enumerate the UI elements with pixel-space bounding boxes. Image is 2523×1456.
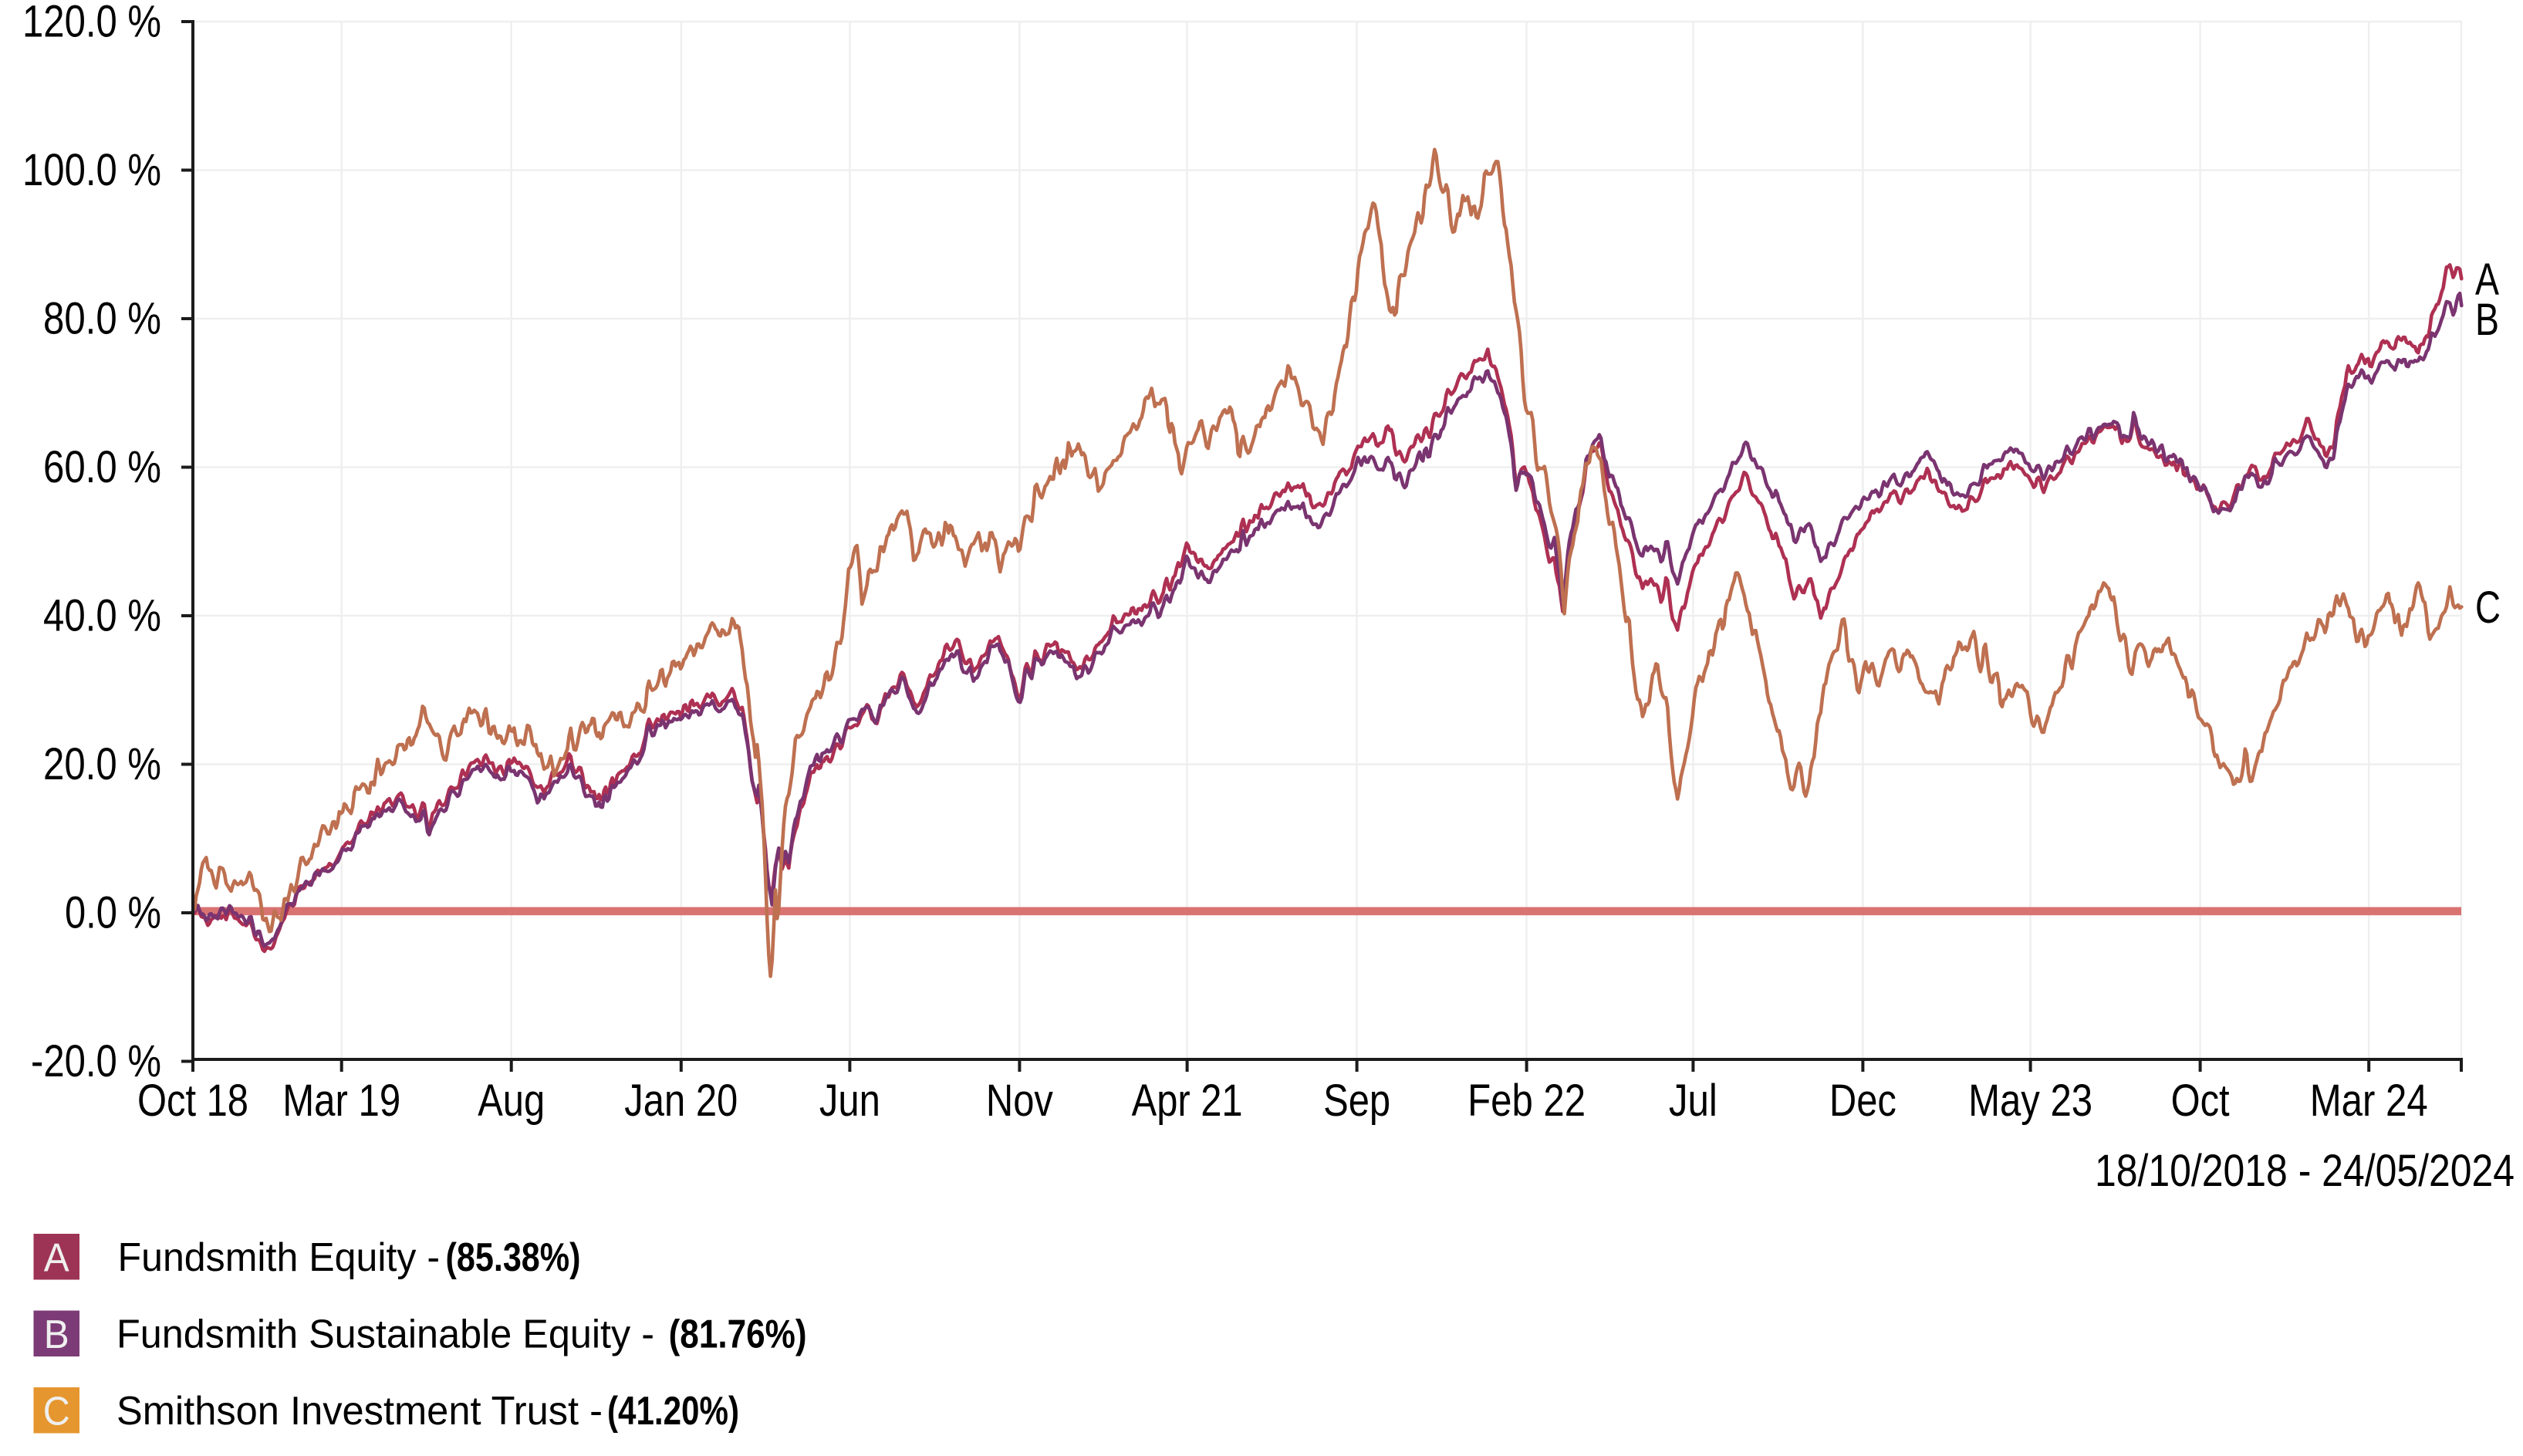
svg-text:60.0 %: 60.0 % [43,442,161,492]
svg-text:Jan 20: Jan 20 [624,1076,738,1126]
svg-text:Mar 19: Mar 19 [282,1076,400,1126]
svg-text:Feb 22: Feb 22 [1468,1076,1586,1126]
svg-text:(81.76%): (81.76%) [669,1312,807,1357]
svg-text:100.0 %: 100.0 % [22,145,161,195]
svg-text:(85.38%): (85.38%) [446,1235,581,1280]
svg-text:Apr 21: Apr 21 [1132,1076,1243,1126]
svg-text:Jun: Jun [819,1076,880,1126]
svg-text:Oct 18: Oct 18 [137,1076,248,1126]
svg-text:0.0 %: 0.0 % [65,888,161,938]
svg-text:-20.0 %: -20.0 % [31,1036,161,1086]
svg-text:40.0 %: 40.0 % [43,591,161,641]
svg-text:Aug: Aug [478,1076,545,1126]
svg-text:Dec: Dec [1829,1076,1896,1126]
svg-text:Smithson Investment Trust -: Smithson Investment Trust - [117,1389,603,1434]
svg-text:A: A [44,1236,69,1281]
svg-text:C: C [2475,583,2501,633]
svg-text:20.0 %: 20.0 % [43,739,161,789]
svg-text:May 23: May 23 [1968,1076,2092,1126]
svg-text:Jul: Jul [1669,1076,1717,1126]
svg-text:B: B [44,1312,69,1357]
svg-text:Sep: Sep [1323,1076,1390,1126]
svg-text:A: A [2475,255,2499,305]
svg-text:80.0 %: 80.0 % [43,294,161,344]
svg-text:B: B [2475,295,2499,345]
svg-text:(41.20%): (41.20%) [607,1389,739,1434]
svg-text:18/10/2018 - 24/05/2024: 18/10/2018 - 24/05/2024 [2095,1146,2515,1196]
svg-text:Nov: Nov [986,1076,1053,1126]
svg-text:120.0 %: 120.0 % [22,0,161,47]
svg-text:Fundsmith Sustainable Equity -: Fundsmith Sustainable Equity - [117,1312,654,1357]
svg-text:Fundsmith Equity -: Fundsmith Equity - [118,1235,441,1280]
svg-text:Oct: Oct [2171,1076,2230,1126]
svg-text:Mar 24: Mar 24 [2310,1076,2428,1126]
svg-text:C: C [43,1390,70,1434]
